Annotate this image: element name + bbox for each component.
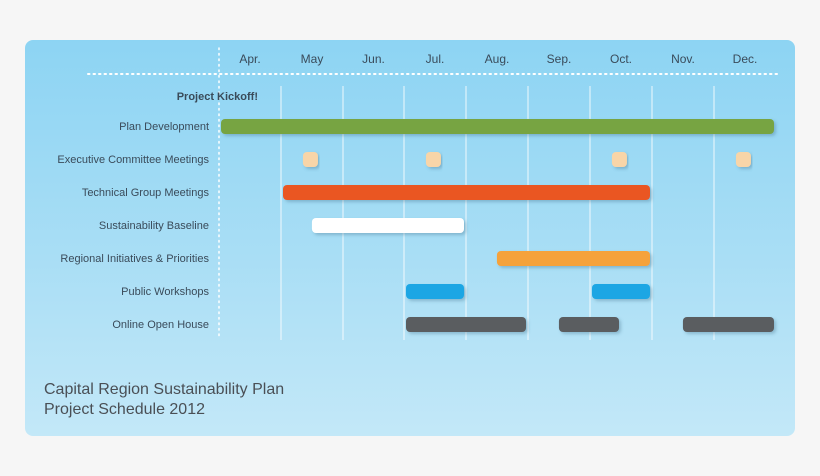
month-label-aug: Aug. xyxy=(485,52,510,66)
month-label-dec: Dec. xyxy=(733,52,758,66)
month-label-sep: Sep. xyxy=(547,52,572,66)
chart-subtitle: Project Schedule 2012 xyxy=(44,401,205,418)
bar-online-open-house-0 xyxy=(406,317,526,332)
task-label-sustainability-baseline: Sustainability Baseline xyxy=(99,220,209,232)
month-label-may: May xyxy=(301,52,324,66)
task-label-plan-development: Plan Development xyxy=(119,121,209,133)
milestone-marker-executive-committee-meetings-0 xyxy=(302,152,318,167)
month-label-jun: Jun. xyxy=(362,52,385,66)
month-label-apr: Apr. xyxy=(239,52,260,66)
task-label-technical-group-meetings: Technical Group Meetings xyxy=(82,187,210,199)
bar-sustainability-baseline-0 xyxy=(311,218,464,233)
bar-online-open-house-2 xyxy=(682,317,774,332)
milestone-label: Project Kickoff! xyxy=(177,91,258,103)
bar-technical-group-meetings-0 xyxy=(283,185,650,200)
task-label-online-open-house: Online Open House xyxy=(112,319,209,331)
milestone-marker-executive-committee-meetings-3 xyxy=(735,152,751,167)
chart-title: Capital Region Sustainability Plan xyxy=(44,381,285,398)
month-label-nov: Nov. xyxy=(671,52,695,66)
month-label-oct: Oct. xyxy=(610,52,632,66)
bar-plan-development-0 xyxy=(221,119,774,134)
bar-regional-initiatives-priorities-0 xyxy=(496,251,650,266)
milestone-marker-executive-committee-meetings-2 xyxy=(611,152,627,167)
task-label-regional-initiatives-priorities: Regional Initiatives & Priorities xyxy=(60,253,209,265)
month-label-jul: Jul. xyxy=(426,52,445,66)
chart-footer: Capital Region Sustainability Plan Proje… xyxy=(44,380,284,420)
bar-online-open-house-1 xyxy=(558,317,619,332)
chart-panel xyxy=(25,40,795,436)
bar-public-workshops-1 xyxy=(592,284,650,299)
task-label-executive-committee-meetings: Executive Committee Meetings xyxy=(57,154,209,166)
task-label-public-workshops: Public Workshops xyxy=(121,286,209,298)
bar-public-workshops-0 xyxy=(406,284,464,299)
milestone-marker-executive-committee-meetings-1 xyxy=(425,152,441,167)
